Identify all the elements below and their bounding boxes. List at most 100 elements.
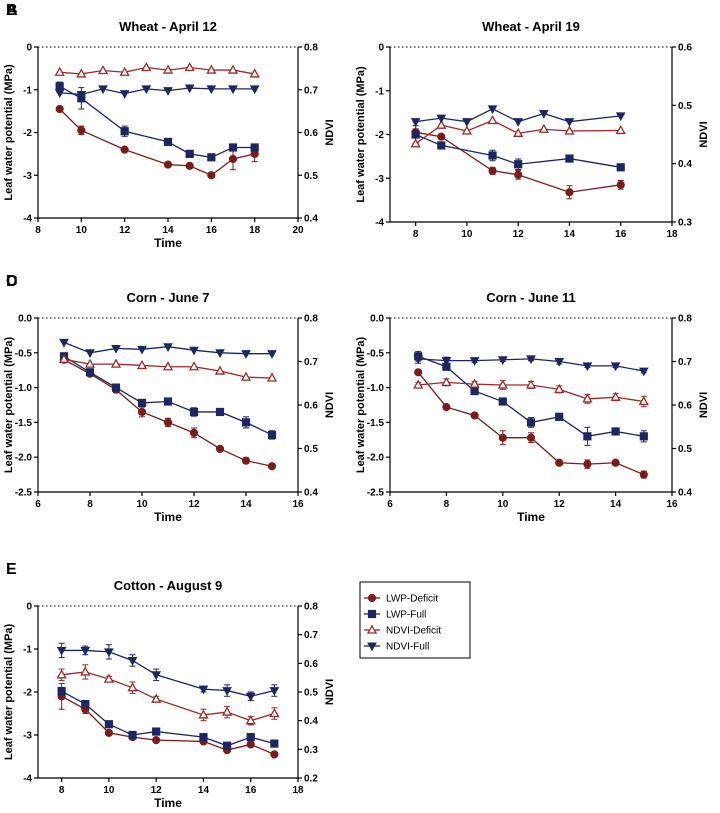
data-point-ndvi-full	[104, 648, 114, 658]
y2-tick-label: 0.4	[304, 488, 318, 499]
data-point-ndvi-deficit	[240, 371, 252, 381]
data-point-lwp-deficit	[207, 171, 216, 180]
data-point-lwp-full	[228, 143, 238, 152]
y2-tick-label: 0.6	[304, 659, 318, 670]
x-tick-label: 12	[513, 229, 525, 240]
data-point-ndvi-deficit	[525, 379, 537, 389]
x-tick-label: 6	[387, 499, 393, 510]
data-point-ndvi-deficit	[127, 682, 138, 692]
y-axis-label: Leaf water potential (MPa)	[3, 337, 15, 474]
data-point-ndvi-full	[249, 85, 260, 95]
data-point-ndvi-deficit	[538, 123, 549, 133]
x-tick-label: 14	[198, 785, 210, 796]
data-point-ndvi-deficit	[469, 378, 480, 388]
y2-tick-label: 0.5	[304, 171, 318, 182]
y2-tick-label: 0.6	[304, 401, 318, 412]
x-tick-label: 16	[666, 499, 678, 510]
data-point-ndvi-full	[127, 656, 138, 666]
y-tick-label: -2.5	[367, 488, 385, 499]
data-point-lwp-full	[565, 154, 574, 163]
x-tick-label: 14	[240, 499, 252, 510]
panel-letter: C	[6, 273, 18, 290]
data-point-lwp-deficit	[163, 418, 173, 427]
data-point-ndvi-full	[267, 350, 277, 359]
data-point-ndvi-full	[198, 685, 209, 695]
data-point-lwp-full	[55, 82, 64, 91]
x-axis-label: Time	[154, 510, 182, 524]
data-point-ndvi-deficit	[141, 61, 152, 72]
data-point-lwp-full	[250, 143, 259, 152]
data-point-ndvi-deficit	[227, 64, 239, 74]
y2-tick-label: 0.3	[304, 745, 318, 756]
data-point-lwp-deficit	[185, 161, 194, 170]
data-point-ndvi-deficit	[162, 64, 174, 74]
data-point-lwp-full	[57, 687, 66, 696]
data-point-lwp-deficit	[137, 407, 147, 417]
y2-tick-label: 0.5	[304, 444, 318, 455]
data-point-lwp-full	[470, 386, 479, 396]
data-point-ndvi-full	[206, 85, 217, 95]
data-point-lwp-deficit	[611, 458, 620, 467]
panel-letter: B	[6, 2, 18, 19]
y2-tick-label: 0.6	[678, 401, 692, 412]
series-lwp-deficit	[414, 368, 648, 479]
data-point-ndvi-deficit	[413, 379, 424, 389]
y2-tick-label: 0.7	[678, 357, 692, 368]
panel-e: E Cotton - August 9 8 10 12 14 16 18 -4 -3 -2 -1 0 0.…	[3, 561, 336, 810]
data-point-ndvi-full	[269, 687, 280, 696]
data-point-ndvi-full	[111, 344, 121, 354]
series-lwp-full	[411, 125, 625, 172]
y-axis-label: Leaf water potential (MPa)	[355, 66, 367, 203]
data-point-ndvi-deficit	[638, 395, 649, 406]
series-line-ndvi-full	[415, 108, 621, 123]
series-ndvi-deficit	[54, 61, 260, 78]
data-point-ndvi-full	[441, 357, 452, 366]
data-point-lwp-deficit	[120, 145, 129, 154]
y-axis-label: Leaf water potential (MPa)	[3, 64, 15, 201]
x-tick-label: 18	[666, 229, 678, 240]
y2-tick-label: 0.6	[678, 43, 692, 54]
y-tick-label: -3	[23, 171, 32, 182]
data-point-ndvi-deficit	[487, 114, 498, 125]
y2-tick-label: 0.8	[678, 314, 692, 325]
y-tick-label: -2	[375, 130, 384, 141]
data-point-ndvi-full	[497, 356, 508, 365]
y2-tick-label: 0.7	[304, 630, 318, 641]
y-tick-label: -0.5	[367, 348, 385, 359]
chart-title: Cotton - August 9	[114, 578, 223, 593]
y-tick-label: 0.0	[370, 314, 384, 325]
x-tick-label: 12	[119, 225, 131, 236]
series-line-lwp-full	[61, 690, 275, 747]
data-point-ndvi-deficit	[221, 706, 233, 716]
data-point-lwp-full	[241, 418, 251, 427]
data-point-lwp-deficit	[228, 154, 238, 164]
data-point-lwp-deficit	[77, 126, 86, 135]
data-point-lwp-full	[583, 432, 592, 441]
x-tick-label: 14	[564, 229, 576, 240]
series-line-lwp-full	[415, 133, 621, 168]
y-tick-label: -1.5	[367, 418, 385, 429]
data-point-lwp-full	[222, 741, 232, 750]
data-point-lwp-full	[81, 699, 90, 709]
data-point-lwp-full	[111, 383, 121, 392]
x-tick-label: 10	[461, 229, 473, 240]
y-tick-label: -1	[23, 645, 32, 656]
data-point-lwp-deficit	[267, 462, 277, 471]
series-ndvi-full	[54, 84, 260, 100]
data-point-lwp-full	[163, 137, 173, 147]
y-tick-label: -3	[375, 174, 384, 185]
data-point-lwp-full	[246, 733, 255, 742]
data-point-lwp-deficit	[55, 104, 64, 114]
data-point-lwp-full	[120, 127, 129, 136]
y2-axis-label: NDVI	[698, 121, 710, 147]
data-point-ndvi-full	[184, 84, 195, 94]
series-line-lwp-full	[59, 85, 255, 158]
x-tick-label: 16	[206, 225, 218, 236]
data-point-lwp-deficit	[189, 428, 199, 437]
data-point-lwp-full	[104, 720, 114, 729]
x-tick-label: 12	[554, 499, 566, 510]
y2-tick-label: 0.5	[304, 688, 318, 699]
data-point-lwp-full	[163, 397, 173, 406]
series-lwp-full	[55, 81, 259, 162]
x-tick-label: 8	[35, 225, 41, 236]
